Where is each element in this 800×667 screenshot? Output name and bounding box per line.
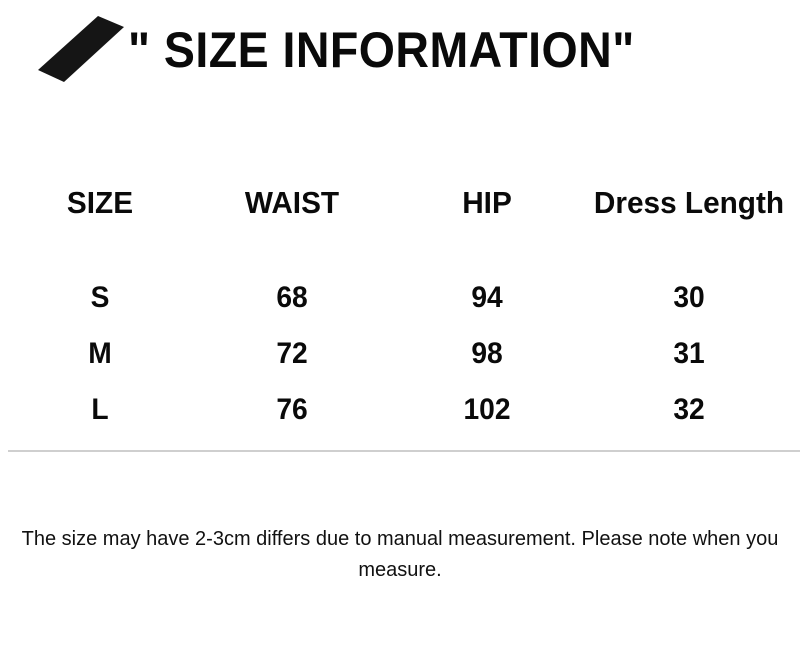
measurement-disclaimer: The size may have 2-3cm differs due to m… [21, 528, 779, 581]
cell-dress-length: 32 [673, 393, 705, 426]
column-header-size: SIZE [66, 185, 134, 220]
size-table: SIZE WAIST HIP Dress Length S 68 94 30 M… [0, 170, 800, 452]
cell-waist: 76 [276, 393, 308, 426]
cell-size: L [91, 393, 109, 426]
page-title: " SIZE INFORMATION" [128, 22, 635, 78]
column-header-waist: WAIST [244, 185, 340, 220]
table-row: S 68 94 30 [0, 270, 800, 326]
cell-dress-length: 30 [673, 281, 705, 314]
cell-dress-length: 31 [673, 337, 705, 370]
cell-hip: 102 [463, 393, 511, 426]
table-row: M 72 98 31 [0, 326, 800, 382]
table-row: L 76 102 32 [0, 382, 800, 438]
cell-size: S [90, 281, 110, 314]
column-header-hip: HIP [462, 185, 512, 220]
header-divider [8, 450, 800, 452]
cell-hip: 94 [471, 281, 503, 314]
cell-waist: 68 [276, 281, 308, 314]
cell-hip: 98 [471, 337, 503, 370]
cell-waist: 72 [276, 337, 308, 370]
title-block: " SIZE INFORMATION" [0, 0, 800, 100]
cell-size: M [88, 337, 112, 370]
table-header-row: SIZE WAIST HIP Dress Length [0, 170, 800, 236]
column-header-dress-length: Dress Length [593, 185, 785, 220]
diagonal-slash-mark-icon [38, 16, 124, 82]
